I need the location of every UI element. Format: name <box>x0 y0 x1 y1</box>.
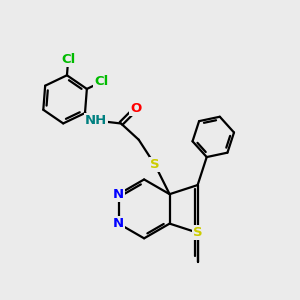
Text: N: N <box>113 217 124 230</box>
Text: Cl: Cl <box>61 52 75 66</box>
Text: O: O <box>130 102 141 115</box>
Text: S: S <box>193 226 202 239</box>
Text: Cl: Cl <box>94 76 109 88</box>
Text: NH: NH <box>85 114 107 127</box>
Text: N: N <box>113 188 124 201</box>
Text: S: S <box>150 158 160 171</box>
